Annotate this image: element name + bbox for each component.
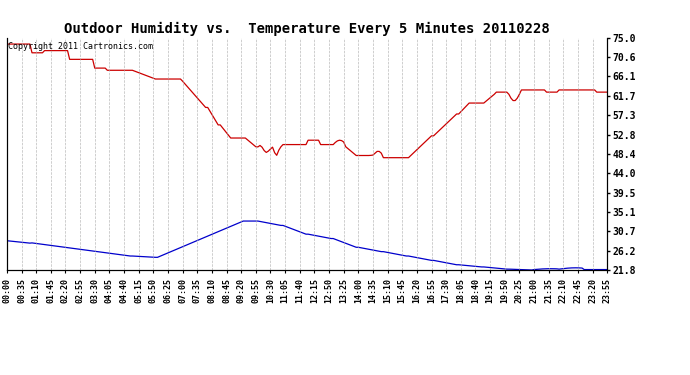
Title: Outdoor Humidity vs.  Temperature Every 5 Minutes 20110228: Outdoor Humidity vs. Temperature Every 5… — [64, 22, 550, 36]
Text: Copyright 2011 Cartronics.com: Copyright 2011 Cartronics.com — [8, 42, 153, 51]
